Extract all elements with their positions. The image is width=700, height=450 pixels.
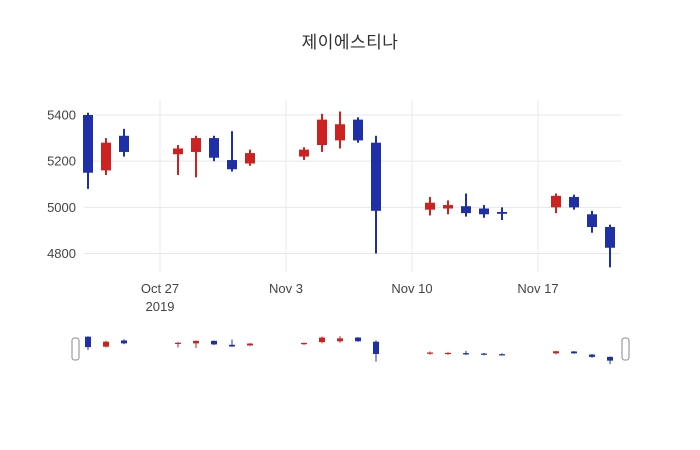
overlay-layer [71, 100, 630, 368]
candle-down [371, 142, 381, 211]
candle-down [209, 138, 219, 158]
candle-down [587, 214, 597, 227]
candle-up [319, 337, 325, 343]
candle-up [553, 351, 559, 354]
x-tick-label: Nov 10 [391, 281, 432, 296]
candle-down [355, 337, 361, 342]
candle-down [463, 353, 469, 355]
candle-up [337, 338, 343, 342]
x-tick-label: Nov 17 [517, 281, 558, 296]
candle-up [425, 202, 435, 210]
candle-down [607, 356, 613, 361]
candle-up [551, 195, 561, 208]
x-tick-label: Oct 27 [141, 281, 179, 296]
plot-area[interactable] [84, 100, 621, 272]
candle-up [443, 205, 453, 209]
candle-down [211, 340, 217, 345]
candle-down [497, 211, 507, 214]
candle-up [427, 352, 433, 354]
candle-down [229, 344, 235, 347]
y-tick-label: 5000 [47, 200, 76, 215]
candle-up [245, 153, 255, 164]
x-tick-label: Nov 3 [269, 281, 303, 296]
candle-down [605, 226, 615, 248]
candle-down [227, 160, 237, 170]
candle-up [299, 149, 309, 157]
candle-up [193, 340, 199, 344]
y-tick-label: 5200 [47, 154, 76, 169]
axis-layer: 5400 5200 5000 4800 Oct 27 2019 Nov 3 Nov 10 Nov… [47, 108, 559, 314]
candle-up [175, 342, 181, 344]
candle-down [499, 354, 505, 356]
candle-down [353, 119, 363, 141]
rangeslider-handle-left[interactable] [71, 337, 80, 361]
rangeslider-track[interactable] [78, 331, 623, 368]
candle-down [589, 354, 595, 357]
candle-up [301, 342, 307, 345]
candle-down [481, 353, 487, 355]
candle-series [83, 111, 615, 268]
rangeslider-handle-right[interactable] [621, 337, 630, 361]
candle-down [461, 206, 471, 214]
candle-down [121, 340, 127, 344]
x-tick-year-label: 2019 [146, 299, 175, 314]
candle-up [191, 138, 201, 152]
rangeslider-mini-chart [85, 336, 613, 365]
candle-down [83, 115, 93, 173]
candle-up [445, 352, 451, 355]
y-tick-label: 5400 [47, 108, 76, 123]
candle-up [335, 124, 345, 141]
candle-down [85, 336, 91, 348]
candle-up [101, 142, 111, 171]
candle-down [119, 135, 129, 152]
candle-down [571, 351, 577, 354]
chart-title: 제이에스티나 [301, 33, 399, 52]
candle-down [373, 341, 379, 354]
y-tick-label: 4800 [47, 246, 76, 261]
candle-down [569, 196, 579, 208]
candle-up [103, 341, 109, 347]
candle-up [173, 148, 183, 155]
candle-up [317, 119, 327, 146]
grid-layer [84, 100, 621, 272]
candle-up [247, 343, 253, 346]
candle-down [479, 208, 489, 215]
